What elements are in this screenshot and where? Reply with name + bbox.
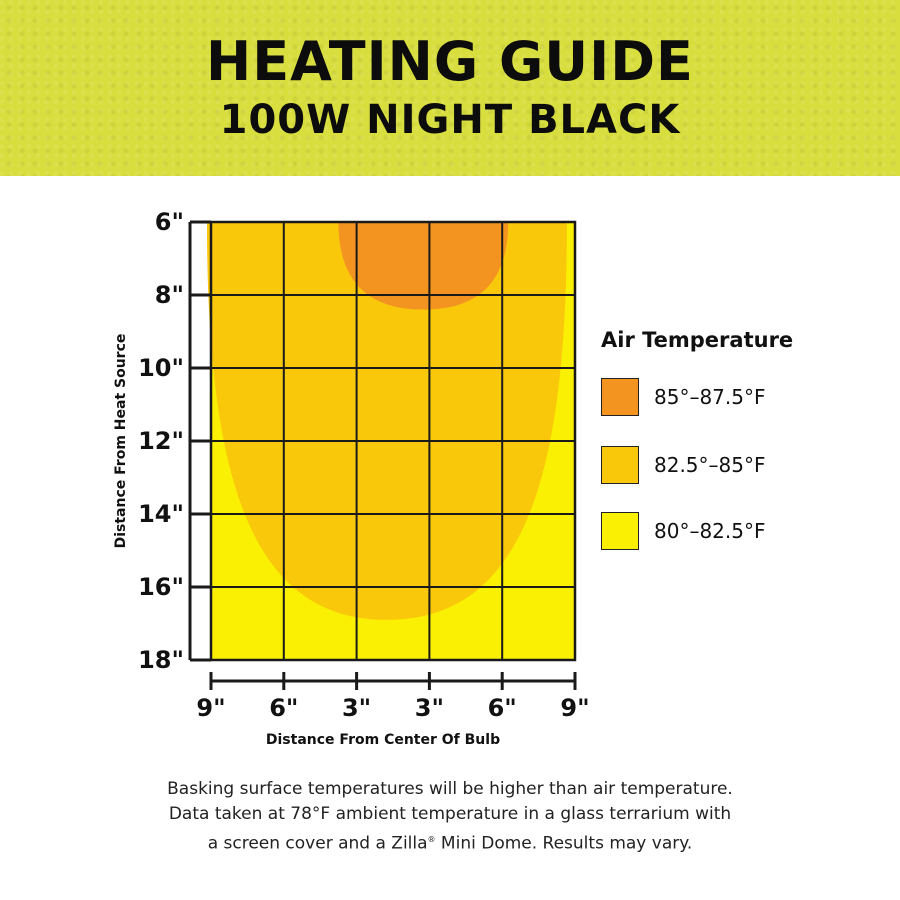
legend-swatch-hot bbox=[601, 378, 639, 416]
x-tick-label: 3" bbox=[415, 694, 444, 722]
legend-item-mild: 80°–82.5°F bbox=[601, 512, 841, 552]
y-tick-label: 18" bbox=[138, 646, 184, 674]
y-tick-label: 6" bbox=[155, 208, 184, 236]
zone-warm bbox=[206, 222, 567, 620]
footnote: Basking surface temperatures will be hig… bbox=[0, 777, 900, 857]
legend-item-warm: 82.5°–85°F bbox=[601, 446, 841, 486]
legend-label-hot: 85°–87.5°F bbox=[654, 385, 766, 409]
legend-label-warm: 82.5°–85°F bbox=[654, 453, 766, 477]
page-subtitle: 100W NIGHT BLACK bbox=[219, 97, 681, 143]
footnote-line-2: Data taken at 78°F ambient temperature i… bbox=[168, 804, 732, 824]
footnote-line-3: a screen cover and a Zilla® Mini Dome. R… bbox=[0, 827, 900, 857]
legend-title: Air Temperature bbox=[601, 328, 794, 352]
x-tick-label: 6" bbox=[488, 694, 517, 722]
y-tick-label: 12" bbox=[138, 427, 184, 455]
x-tick-label: 3" bbox=[342, 694, 371, 722]
y-tick-label: 14" bbox=[138, 500, 184, 528]
legend-label-mild: 80°–82.5°F bbox=[654, 519, 766, 543]
legend-item-hot: 85°–87.5°F bbox=[601, 378, 841, 418]
y-axis-title: Distance From Heat Source bbox=[113, 334, 129, 549]
footnote-line-3b: Mini Dome. Results may vary. bbox=[435, 833, 693, 854]
y-tick-label: 8" bbox=[155, 281, 184, 309]
zone-hot bbox=[338, 222, 509, 310]
x-tick-label: 9" bbox=[560, 694, 589, 722]
y-tick-label: 16" bbox=[138, 573, 184, 601]
heating-chart: 6" 8" 10" 12" 14" 16" 18" 9" 6" 3" 3" 6" 9" Distance … bbox=[113, 208, 590, 748]
legend-swatch-mild bbox=[601, 512, 639, 550]
x-tick-label: 9" bbox=[196, 694, 225, 722]
x-tick-label: 6" bbox=[269, 694, 298, 722]
y-tick-label: 10" bbox=[138, 354, 184, 382]
legend-swatch-warm bbox=[601, 446, 639, 484]
registered-mark: ® bbox=[427, 835, 436, 844]
x-axis-title: Distance From Center Of Bulb bbox=[266, 732, 500, 748]
footnote-line-3a: a screen cover and a Zilla bbox=[207, 833, 428, 854]
header-banner bbox=[0, 0, 900, 176]
page-title: HEATING GUIDE bbox=[206, 30, 694, 93]
footnote-line-1: Basking surface temperatures will be hig… bbox=[167, 779, 733, 799]
